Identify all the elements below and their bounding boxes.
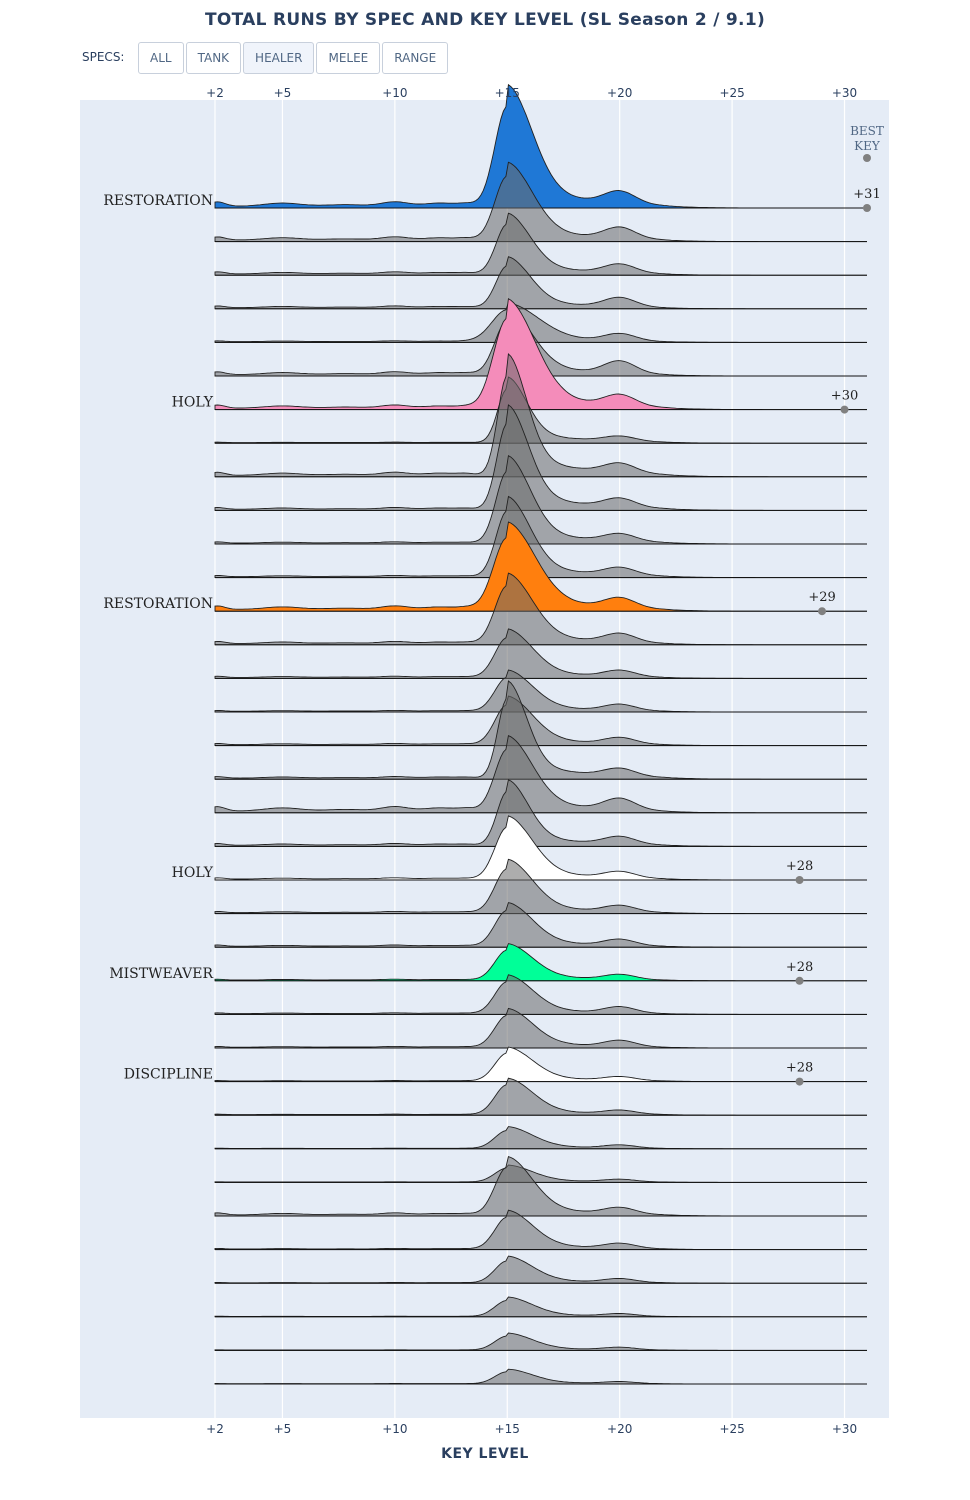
best-key-annotation: +31 [853, 187, 880, 202]
bottom-tick-label: +30 [832, 1422, 857, 1436]
spec-button-all[interactable]: ALL [138, 42, 184, 74]
spec-label: MISTWEAVER [109, 966, 213, 982]
best-key-header: BEST [850, 124, 884, 138]
spec-button-tank[interactable]: TANK [185, 42, 242, 74]
best-key-annotation: +30 [831, 389, 858, 404]
top-tick-label: +30 [832, 86, 857, 100]
best-key-marker [795, 976, 804, 985]
bottom-tick-label: +10 [382, 1422, 407, 1436]
spec-label: HOLY [172, 865, 214, 881]
spec-button-melee[interactable]: MELEE [316, 42, 381, 74]
top-tick-label: +20 [607, 86, 632, 100]
spec-button-range[interactable]: RANGE [382, 42, 449, 74]
top-tick-label: +2 [206, 86, 224, 100]
specs-label: SPECS: [82, 50, 125, 64]
bottom-tick-label: +2 [206, 1422, 224, 1436]
bottom-x-axis: +2 +5 +10 +15 +20 +25 +30 [206, 1422, 857, 1436]
bottom-tick-label: +15 [495, 1422, 520, 1436]
top-tick-label: +10 [382, 86, 407, 100]
spec-label: RESTORATION [103, 193, 213, 209]
ridges [214, 83, 867, 1385]
best-key-marker [795, 1077, 804, 1086]
bottom-tick-label: +20 [607, 1422, 632, 1436]
bottom-tick-label: +25 [719, 1422, 744, 1436]
spec-label: DISCIPLINE [124, 1067, 213, 1083]
plot-background [80, 100, 889, 1418]
best-key-annotation: +28 [786, 960, 813, 975]
best-key-marker [818, 607, 827, 616]
spec-button-healer[interactable]: HEALER [243, 42, 315, 74]
chart-title: TOTAL RUNS BY SPEC AND KEY LEVEL (SL Sea… [204, 10, 766, 30]
spec-filter-buttons: ALL TANK HEALER MELEE RANGE [138, 42, 450, 74]
top-x-axis: +2 +5 +10 +15 +20 +25 +30 [206, 86, 857, 100]
spec-label: HOLY [172, 395, 214, 411]
top-tick-label: +5 [274, 86, 292, 100]
best-key-legend-marker [863, 154, 871, 162]
best-key-marker [863, 204, 871, 212]
top-tick-label: +25 [719, 86, 744, 100]
best-key-marker [795, 876, 804, 884]
top-tick-label: +15 [495, 86, 520, 100]
best-key-annotation: +28 [786, 1061, 813, 1076]
best-key-header: KEY [854, 139, 881, 153]
bottom-tick-label: +5 [274, 1422, 292, 1436]
best-key-annotation: +28 [786, 859, 813, 874]
spec-label: RESTORATION [103, 596, 213, 612]
best-key-marker [840, 405, 849, 414]
x-axis-title: KEY LEVEL [441, 1446, 529, 1462]
best-key-annotation: +29 [808, 590, 835, 605]
row-labels: RESTORATION HOLY RESTORATION HOLY MISTWEAVER… [103, 193, 213, 1083]
